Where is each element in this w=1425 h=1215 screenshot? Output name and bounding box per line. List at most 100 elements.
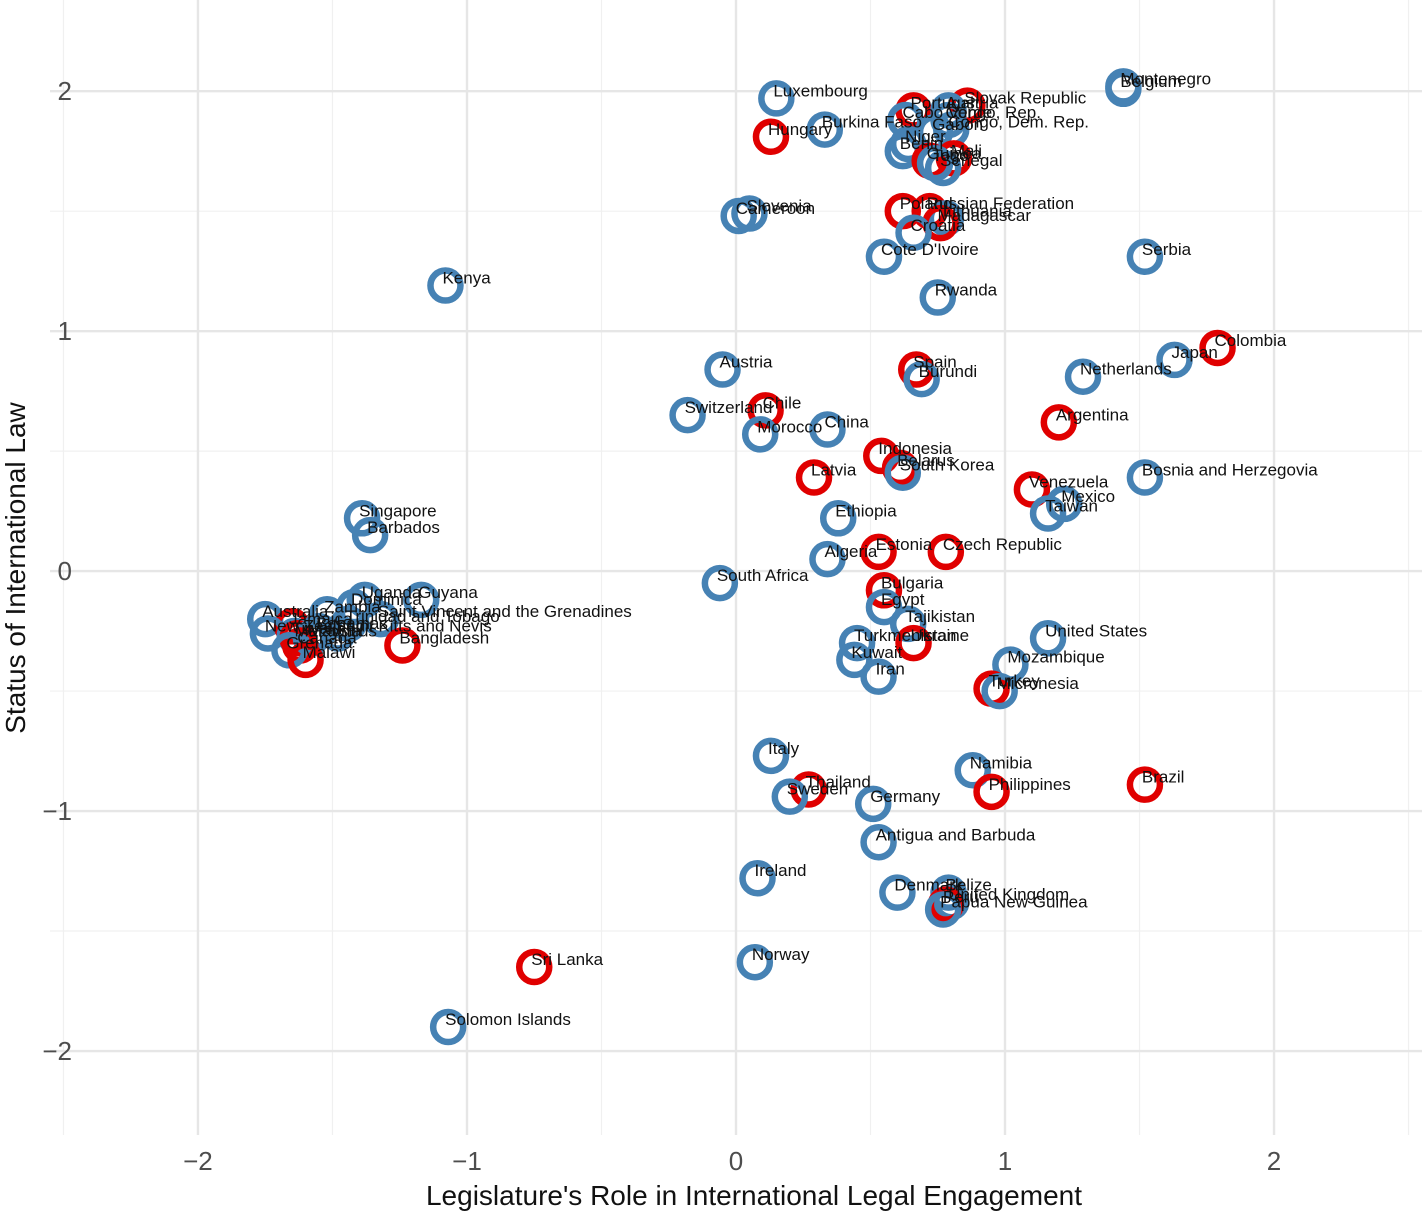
point-label: Philippines	[989, 775, 1071, 794]
points-layer	[246, 68, 1236, 1046]
point-label: Denmark	[894, 876, 963, 895]
data-point	[1064, 358, 1102, 395]
data-point	[287, 641, 324, 679]
point-label: Austria	[946, 93, 999, 112]
point-label: Tajikistan	[905, 607, 975, 626]
data-point	[669, 396, 706, 434]
point-label: Mozambique	[1007, 648, 1104, 667]
data-point	[927, 200, 965, 237]
data-point	[836, 641, 873, 679]
data-point	[981, 672, 1018, 710]
point-label: Brazil	[1142, 768, 1185, 787]
point-label: Cameroon	[736, 199, 815, 218]
point-label: Russian Federation	[927, 194, 1074, 213]
point-label: Guyana	[418, 583, 478, 602]
point-label: Slovak Republic	[964, 89, 1086, 108]
point-label: Benin	[900, 134, 943, 153]
data-point	[1126, 766, 1164, 803]
data-point	[860, 533, 897, 571]
data-point	[701, 564, 739, 602]
y-tick-labels: −2 −1 0 1 2	[42, 76, 72, 1066]
data-point	[351, 516, 389, 554]
point-label: Egypt	[881, 590, 925, 609]
y-tick-label: 1	[58, 316, 72, 346]
data-point	[515, 948, 553, 986]
x-tick-label: −1	[452, 1146, 482, 1176]
point-label: Rwanda	[935, 281, 998, 300]
data-point	[806, 111, 844, 148]
data-point	[860, 658, 897, 695]
data-point	[884, 454, 922, 491]
data-point	[1199, 329, 1236, 367]
point-label: Dominica	[351, 590, 422, 609]
data-point	[927, 533, 965, 571]
data-point	[752, 118, 790, 156]
x-tick-label: 0	[729, 1146, 743, 1176]
point-label: Bangladesh	[399, 628, 489, 647]
point-label: Burundi	[919, 362, 978, 381]
point-label: Bahamas	[316, 614, 388, 633]
point-label: Latvia	[811, 461, 857, 480]
point-label: Ireland	[755, 861, 807, 880]
point-label: Morocco	[757, 417, 822, 436]
data-point	[973, 773, 1010, 811]
point-label: Taiwan	[1045, 497, 1098, 516]
point-label: Ukraine	[911, 626, 970, 645]
point-label: Malaysia	[294, 621, 362, 640]
y-tick-label: 2	[58, 76, 72, 106]
point-label: Algeria	[824, 542, 877, 561]
point-label: New Zealand	[265, 616, 365, 635]
data-point	[879, 874, 916, 911]
data-point	[771, 778, 809, 815]
data-point	[854, 785, 892, 823]
point-label: Lithuania	[943, 201, 1013, 220]
data-point	[741, 416, 779, 453]
point-label: Trinidad and Tobago	[346, 607, 500, 626]
data-point	[790, 771, 827, 808]
data-point	[838, 624, 876, 662]
data-point	[1105, 70, 1142, 108]
point-label: South Korea	[900, 456, 995, 475]
point-label: Gabon	[932, 115, 983, 134]
point-label: Niger	[905, 127, 946, 146]
point-label: Iran	[876, 660, 905, 679]
data-point	[1126, 238, 1164, 276]
point-label: Senegal	[940, 151, 1002, 170]
y-tick-label: −1	[42, 796, 72, 826]
point-label: Tuvalu	[292, 619, 342, 638]
data-point	[747, 392, 784, 429]
x-tick-label: 1	[998, 1146, 1012, 1176]
point-label: Ethiopia	[835, 501, 897, 520]
point-label: Grenada	[286, 633, 353, 652]
point-label: Japan	[1172, 343, 1218, 362]
data-point	[720, 197, 757, 235]
point-label: Kuwait	[851, 643, 902, 662]
point-label: Austria	[720, 353, 773, 372]
point-label: Czech Republic	[943, 535, 1063, 554]
point-label: Togo	[932, 146, 969, 165]
point-label: Micronesia	[997, 674, 1080, 693]
point-label: Singapore	[359, 501, 437, 520]
data-point	[954, 752, 991, 789]
point-label: Luxembourg	[773, 81, 868, 100]
data-point	[860, 824, 897, 861]
point-label: Madagascar	[937, 206, 1031, 225]
data-point	[429, 1008, 467, 1046]
point-label: Mali	[951, 141, 982, 160]
point-label: Indonesia	[878, 439, 952, 458]
point-label: Netherlands	[1080, 360, 1172, 379]
point-label: Estonia	[876, 535, 933, 554]
point-label: Antigua and Barbuda	[876, 825, 1036, 844]
point-label: Slovenia	[746, 197, 812, 216]
data-point	[758, 80, 795, 117]
point-label: Congo, Rep.	[946, 103, 1041, 122]
point-label: Colombia	[1215, 331, 1287, 350]
point-label: Sweden	[787, 780, 848, 799]
data-point	[736, 943, 774, 981]
point-label: Peru	[943, 888, 979, 907]
point-label: Solomon Islands	[445, 1010, 571, 1029]
x-axis-title: Legislature's Role in International Lega…	[426, 1180, 1082, 1211]
point-label: Montenegro	[1120, 69, 1211, 88]
data-point	[895, 214, 932, 252]
